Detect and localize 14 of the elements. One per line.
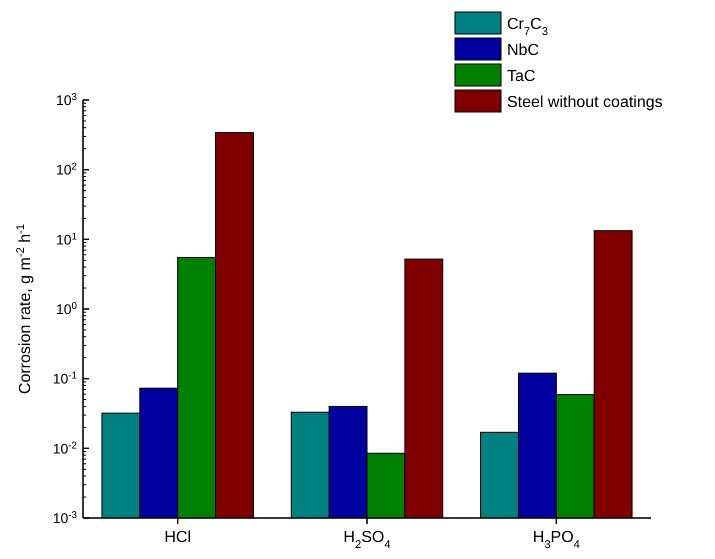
- y-tick-label: 10$^{3}$: [56, 92, 78, 108]
- y-tick-label: 10$^{-2}$: [52, 440, 77, 456]
- y-tick-label: 10$^{-1}$: [52, 370, 77, 387]
- x-tick-label: H$_{3}$PO$_{4}$: [532, 529, 580, 551]
- x-tick-label: H$_{2}$SO$_{4}$: [343, 529, 391, 551]
- y-tick-label: 10$^{-3}$: [52, 510, 78, 526]
- x-tick-label: HCl: [164, 529, 192, 546]
- legend-label: Steel without coatings: [507, 94, 663, 111]
- legend-label: Cr$_{7}$C$_{3}$: [507, 16, 548, 38]
- y-tick-label: 10$^{1}$: [56, 230, 77, 248]
- y-tick-label: 10$^{2}$: [56, 161, 77, 178]
- y-tick-label: 10$^{0}$: [56, 300, 78, 317]
- legend-label: TaC: [507, 68, 536, 85]
- legend-label: NbC: [507, 42, 540, 59]
